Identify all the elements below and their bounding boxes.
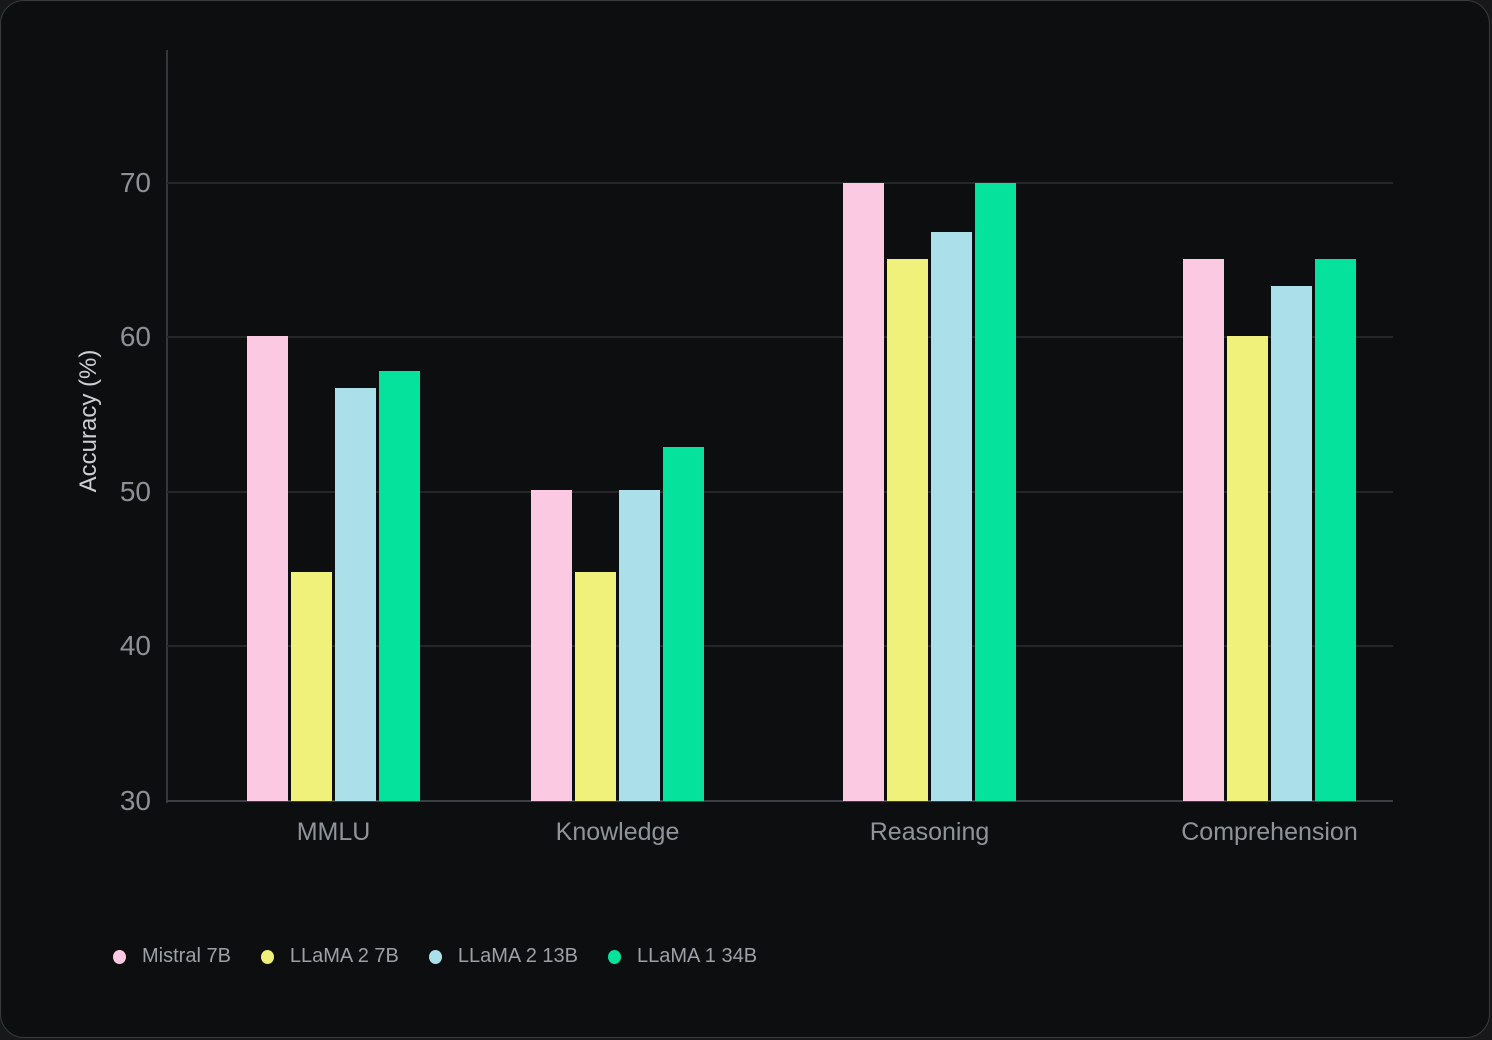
legend-dot-llama-1-34b (607, 949, 621, 964)
legend-item-llama-2-7b[interactable]: LLaMA 2 7B (260, 945, 399, 968)
y-tick-label-50: 50 (119, 476, 151, 507)
bar-llama-2-7b-knowledge (575, 572, 616, 801)
bar-llama-2-7b-comprehension (1227, 335, 1268, 801)
bar-llama-2-13b-reasoning (931, 232, 972, 801)
bar-llama-2-13b-comprehension (1271, 286, 1312, 801)
y-tick-label-70: 70 (119, 167, 151, 198)
legend-dot-llama-2-7b (260, 949, 274, 964)
bar-llama-2-13b-knowledge (619, 490, 660, 801)
category-label-reasoning: Reasoning (869, 818, 990, 846)
bar-mistral-7b-mmlu (247, 335, 288, 801)
bar-llama-2-13b-mmlu (335, 388, 376, 801)
bar-mistral-7b-knowledge (531, 490, 572, 801)
legend-dot-mistral-7b (113, 949, 126, 964)
chart-legend: Mistral 7B LLaMA 2 7B LLaMA 2 13B LLaMA 1 3… (113, 945, 757, 968)
bar-llama-1-34b-reasoning (975, 182, 1016, 801)
legend-label: LLaMA 1 34B (636, 945, 758, 967)
bar-llama-2-7b-reasoning (887, 258, 928, 801)
gridline-y-40 (167, 645, 1393, 647)
legend-item-llama-2-13b[interactable]: LLaMA 2 13B (428, 945, 578, 968)
legend-label: LLaMA 2 13B (457, 945, 578, 967)
category-label-knowledge: Knowledge (555, 818, 680, 846)
gridline-y-50 (167, 491, 1393, 493)
y-tick-label-40: 40 (119, 630, 151, 661)
y-tick-label-30: 30 (119, 785, 151, 816)
y-tick-label-60: 60 (119, 321, 151, 352)
legend-item-mistral-7b[interactable]: Mistral 7B (113, 945, 231, 968)
bar-llama-1-34b-knowledge (663, 447, 704, 801)
bar-llama-2-7b-mmlu (291, 572, 332, 801)
category-label-comprehension: Comprehension (1181, 818, 1358, 846)
category-label-mmlu: MMLU (296, 818, 371, 846)
y-axis-title: Accuracy (%) (75, 349, 102, 493)
bar-llama-1-34b-mmlu (379, 371, 420, 801)
x-axis-baseline (167, 800, 1393, 802)
legend-item-llama-1-34b[interactable]: LLaMA 1 34B (607, 945, 758, 968)
gridline-y-70 (167, 182, 1393, 184)
gridline-y-60 (167, 336, 1393, 338)
bar-mistral-7b-reasoning (843, 182, 884, 801)
y-axis-line (166, 50, 168, 803)
bar-llama-1-34b-comprehension (1315, 258, 1356, 801)
legend-label: Mistral 7B (142, 945, 231, 967)
legend-label: LLaMA 2 7B (289, 945, 399, 967)
legend-dot-llama-2-13b (428, 949, 442, 964)
bar-mistral-7b-comprehension (1183, 258, 1224, 801)
